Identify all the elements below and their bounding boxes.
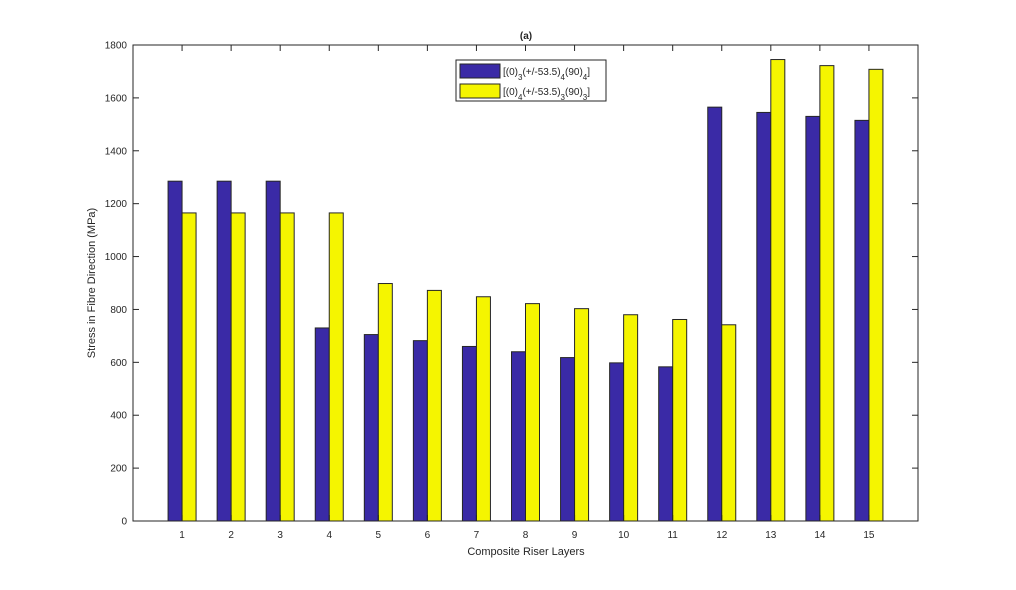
x-tick-label: 10 <box>618 530 630 541</box>
bar-series-2-layer-12 <box>721 324 737 522</box>
y-tick-label: 1600 <box>105 93 128 104</box>
bar-series-2-layer-10 <box>623 314 639 522</box>
chart-title: (a) <box>520 31 532 42</box>
bar-series-1-layer-2 <box>216 180 232 522</box>
legend: [(0)3(+/-53.5)4(90)4] [(0)4(+/-53.5)3(90… <box>455 59 607 102</box>
y-tick-label: 400 <box>110 411 127 422</box>
bar-series-1-layer-12 <box>707 106 723 522</box>
bar-series-1-layer-4 <box>314 327 330 522</box>
x-tick-label: 4 <box>326 530 332 541</box>
axis-ticks: 1 2 3 4 5 6 7 8 9 10 11 12 13 14 150200400600800100012… <box>105 41 918 541</box>
bar-series-1-layer-11 <box>658 366 674 522</box>
bar-series-1-layer-7 <box>461 345 477 522</box>
y-tick-label: 200 <box>110 464 127 475</box>
legend-swatch-series-1 <box>459 63 501 79</box>
bar-series-1-layer-15 <box>854 119 870 522</box>
x-tick-label: 13 <box>765 530 777 541</box>
x-tick-label: 11 <box>667 530 678 541</box>
bar-series-2-layer-1 <box>181 212 197 522</box>
y-tick-label: 1400 <box>105 146 128 157</box>
bars-layer <box>167 59 884 522</box>
bar-series-2-layer-15 <box>868 68 884 522</box>
x-tick-label: 8 <box>523 530 529 541</box>
legend-label-series-1: [(0)3(+/-53.5)4(90)4] <box>503 67 590 82</box>
bar-series-2-layer-13 <box>770 59 786 522</box>
x-axis-label: Composite Riser Layers <box>467 546 585 558</box>
y-tick-label: 600 <box>110 358 127 369</box>
bar-series-1-layer-1 <box>167 180 183 522</box>
x-tick-label: 2 <box>228 530 234 541</box>
bar-series-1-layer-9 <box>560 357 576 522</box>
y-tick-label: 1000 <box>105 252 128 263</box>
bar-series-2-layer-9 <box>574 308 590 522</box>
bar-series-1-layer-13 <box>756 111 772 522</box>
bar-series-1-layer-5 <box>363 334 379 522</box>
x-tick-label: 5 <box>376 530 382 541</box>
bar-series-2-layer-2 <box>230 212 246 522</box>
bar-series-2-layer-6 <box>426 289 442 522</box>
bar-series-2-layer-8 <box>525 303 540 522</box>
bar-series-1-layer-14 <box>805 115 821 522</box>
x-tick-label: 6 <box>425 530 431 541</box>
bar-series-2-layer-11 <box>672 318 688 522</box>
x-tick-label: 3 <box>277 530 283 541</box>
x-tick-label: 12 <box>716 530 728 541</box>
y-tick-label: 1200 <box>105 199 128 210</box>
bar-series-2-layer-4 <box>328 212 344 522</box>
x-tick-label: 9 <box>572 530 578 541</box>
y-tick-label: 800 <box>110 305 127 316</box>
legend-label-series-2: [(0)4(+/-53.5)3(90)3] <box>503 87 590 102</box>
legend-swatch-series-2 <box>459 83 501 99</box>
bar-series-1-layer-10 <box>609 362 625 522</box>
bar-series-2-layer-14 <box>819 65 835 522</box>
x-tick-label: 1 <box>179 530 185 541</box>
bar-series-1-layer-8 <box>511 351 526 522</box>
bar-series-1-layer-3 <box>265 180 281 522</box>
y-tick-label: 1800 <box>105 41 128 52</box>
bar-series-2-layer-7 <box>475 296 491 522</box>
bar-series-2-layer-5 <box>377 283 393 522</box>
x-tick-label: 14 <box>814 530 826 541</box>
y-tick-label: 0 <box>121 517 127 528</box>
x-tick-label: 15 <box>863 530 875 541</box>
x-tick-label: 7 <box>474 530 480 541</box>
bar-series-2-layer-3 <box>279 212 295 522</box>
bar-series-1-layer-6 <box>412 340 428 522</box>
y-axis-label: Stress in Fibre Direction (MPa) <box>86 208 98 358</box>
